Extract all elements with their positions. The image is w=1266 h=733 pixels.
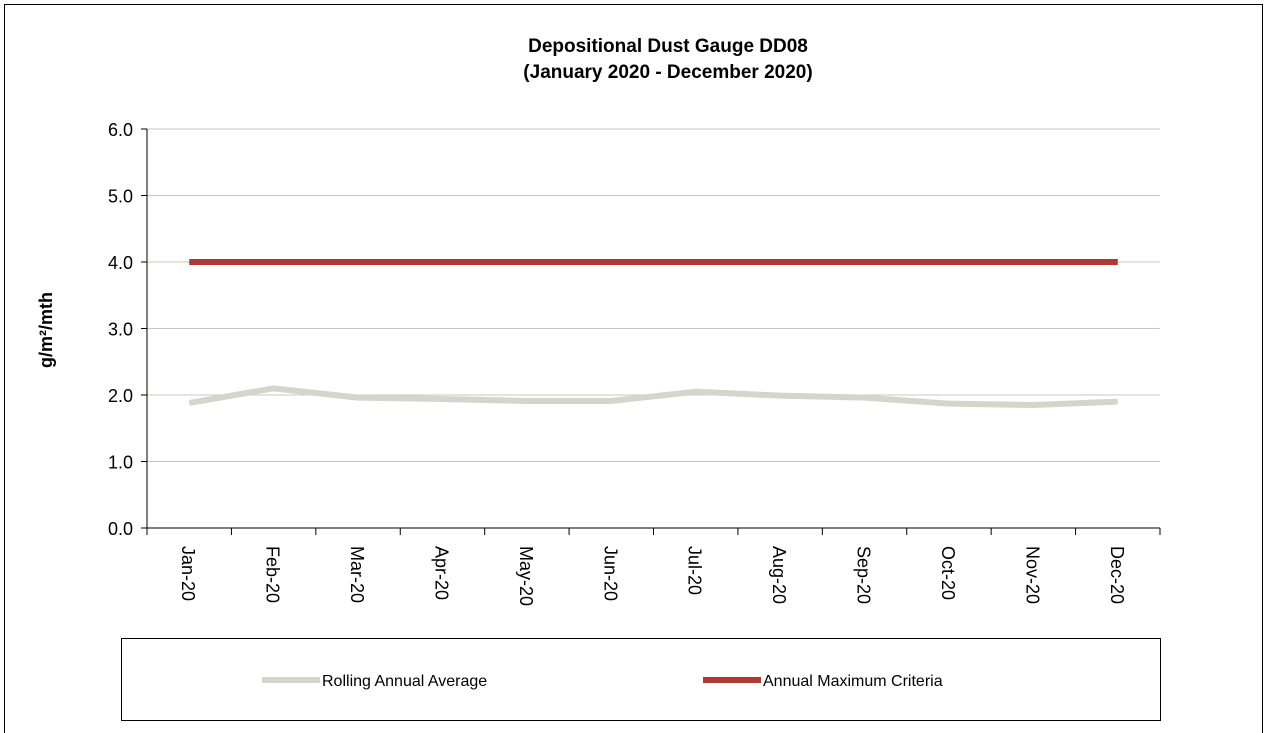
y-tick-label: 4.0 <box>108 253 133 273</box>
x-tick-label: Jun-20 <box>600 546 620 601</box>
x-tick-label: Dec-20 <box>1107 546 1127 604</box>
x-tick-label: Jan-20 <box>178 546 198 601</box>
legend-label: Rolling Annual Average <box>322 673 487 690</box>
series-line <box>188 385 1118 408</box>
legend-label: Annual Maximum Criteria <box>763 673 943 690</box>
chart-subtitle: (January 2020 - December 2020) <box>523 62 812 83</box>
y-tick-label: 0.0 <box>108 519 133 539</box>
x-tick-label: Nov-20 <box>1022 546 1042 604</box>
chart-title: Depositional Dust Gauge DD08 <box>528 36 808 57</box>
y-tick-label: 1.0 <box>108 453 133 473</box>
y-tick-label: 2.0 <box>108 386 133 406</box>
x-tick-label: May-20 <box>516 546 536 606</box>
chart-border <box>4 4 1263 733</box>
y-tick-label: 3.0 <box>108 320 133 340</box>
x-tick-label: Mar-20 <box>347 546 367 603</box>
x-tick-label: Aug-20 <box>769 546 789 604</box>
x-tick-label: Oct-20 <box>938 546 958 600</box>
y-tick-label: 5.0 <box>108 187 133 207</box>
x-tick-label: Sep-20 <box>854 546 874 604</box>
x-tick-label: Apr-20 <box>431 546 451 600</box>
y-axis-label: g/m²/mth <box>36 292 56 368</box>
x-tick-label: Jul-20 <box>685 546 705 595</box>
y-tick-label: 6.0 <box>108 120 133 140</box>
x-tick-label: Feb-20 <box>263 546 283 603</box>
